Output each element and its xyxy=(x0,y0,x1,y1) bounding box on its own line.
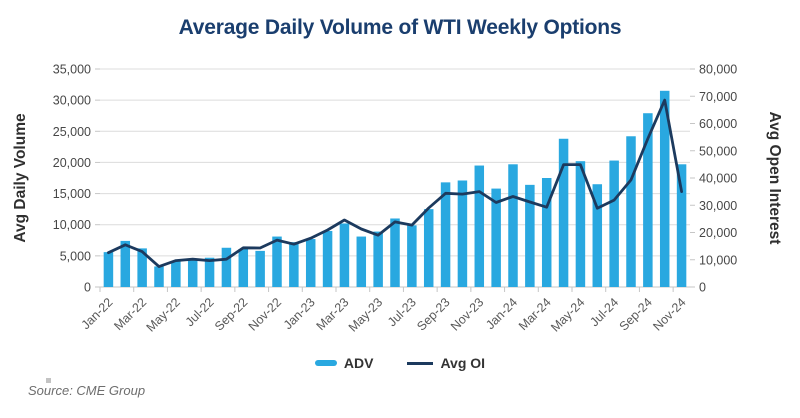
adv-bar xyxy=(541,178,552,287)
adv-bar xyxy=(154,266,164,287)
adv-bar xyxy=(356,236,367,287)
adv-bar xyxy=(575,161,586,287)
adv-bar xyxy=(609,160,619,287)
adv-bar xyxy=(255,250,265,287)
right-axis-label: Avg Open Interest xyxy=(766,112,783,245)
adv-bar xyxy=(390,218,400,287)
adv-swatch-icon xyxy=(314,360,337,366)
adv-bar xyxy=(676,164,687,287)
adv-bar xyxy=(643,113,653,287)
adv-bar xyxy=(137,248,147,287)
chart-title: Average Daily Volume of WTI Weekly Optio… xyxy=(178,16,622,39)
adv-bar xyxy=(558,138,569,287)
adv-bar xyxy=(339,223,350,287)
right-tick-label: 10,000 xyxy=(699,253,737,267)
right-tick-label: 50,000 xyxy=(699,144,737,158)
legend-avg-oi-label: Avg OI xyxy=(440,355,486,371)
adv-bar xyxy=(272,236,282,287)
x-tick-label: Sep-23 xyxy=(414,295,452,333)
adv-bar xyxy=(120,240,131,287)
left-tick-label: 35,000 xyxy=(53,63,91,77)
legend-item-avg-oi: Avg OI xyxy=(407,355,485,371)
adv-bar xyxy=(221,247,232,287)
right-tick-label: 20,000 xyxy=(699,226,737,240)
adv-bar xyxy=(373,231,383,287)
footnote-square xyxy=(46,378,51,383)
adv-bar xyxy=(322,230,333,287)
x-tick-label: Jan-23 xyxy=(281,295,318,332)
left-tick-label: 20,000 xyxy=(53,156,91,170)
avg-oi-line xyxy=(107,98,683,269)
adv-bar xyxy=(423,209,434,287)
x-tick-label: Mar-24 xyxy=(516,295,554,333)
x-tick-label: Sep-22 xyxy=(212,295,250,333)
x-tick-label: Sep-24 xyxy=(617,295,655,333)
x-tick-label: Mar-22 xyxy=(111,295,149,333)
adv-bar xyxy=(238,249,249,287)
adv-bar xyxy=(407,225,417,287)
right-tick-label: 60,000 xyxy=(699,117,737,131)
adv-bar xyxy=(204,257,215,287)
right-tick-label: 70,000 xyxy=(699,90,737,104)
x-tick-label: Nov-24 xyxy=(650,295,688,333)
legend-adv-label: ADV xyxy=(343,355,374,371)
adv-bar xyxy=(525,184,535,287)
adv-bar xyxy=(474,165,485,287)
adv-bar xyxy=(659,90,670,287)
right-tick-label: 40,000 xyxy=(699,172,737,186)
adv-bar xyxy=(592,184,603,287)
adv-bar xyxy=(305,239,316,287)
adv-bar xyxy=(508,164,518,287)
x-tick-label: May-23 xyxy=(346,295,385,334)
x-tick-label: Mar-23 xyxy=(314,295,352,333)
right-tick-label: 0 xyxy=(699,281,706,295)
left-tick-label: 25,000 xyxy=(53,125,91,139)
left-tick-label: 15,000 xyxy=(53,187,91,201)
x-tick-label: May-24 xyxy=(548,295,587,334)
source-note: Source: CME Group xyxy=(28,383,146,398)
adv-bar xyxy=(187,258,198,287)
adv-bar xyxy=(171,261,181,287)
left-tick-label: 0 xyxy=(84,281,91,295)
x-tick-label: May-22 xyxy=(144,295,183,334)
left-tick-label: 5,000 xyxy=(60,249,91,263)
adv-bar xyxy=(440,182,451,287)
adv-bar xyxy=(491,188,501,287)
x-tick-label: Jan-24 xyxy=(483,295,520,332)
left-axis-label: Avg Daily Volume xyxy=(12,113,29,243)
left-tick-label: 10,000 xyxy=(53,218,91,232)
legend-item-adv: ADV xyxy=(314,355,374,371)
x-tick-label: Jan-22 xyxy=(79,295,116,332)
adv-bar xyxy=(289,242,299,287)
adv-bar xyxy=(626,136,636,287)
avg-oi-swatch-icon xyxy=(407,361,434,365)
left-tick-label: 30,000 xyxy=(53,94,91,108)
x-tick-label: Nov-22 xyxy=(246,295,284,333)
adv-bar xyxy=(457,180,468,287)
x-tick-label: Nov-23 xyxy=(448,295,486,333)
legend: ADV Avg OI xyxy=(0,355,800,371)
right-tick-label: 30,000 xyxy=(699,199,737,213)
right-tick-label: 80,000 xyxy=(699,63,737,77)
adv-bar xyxy=(103,252,114,287)
